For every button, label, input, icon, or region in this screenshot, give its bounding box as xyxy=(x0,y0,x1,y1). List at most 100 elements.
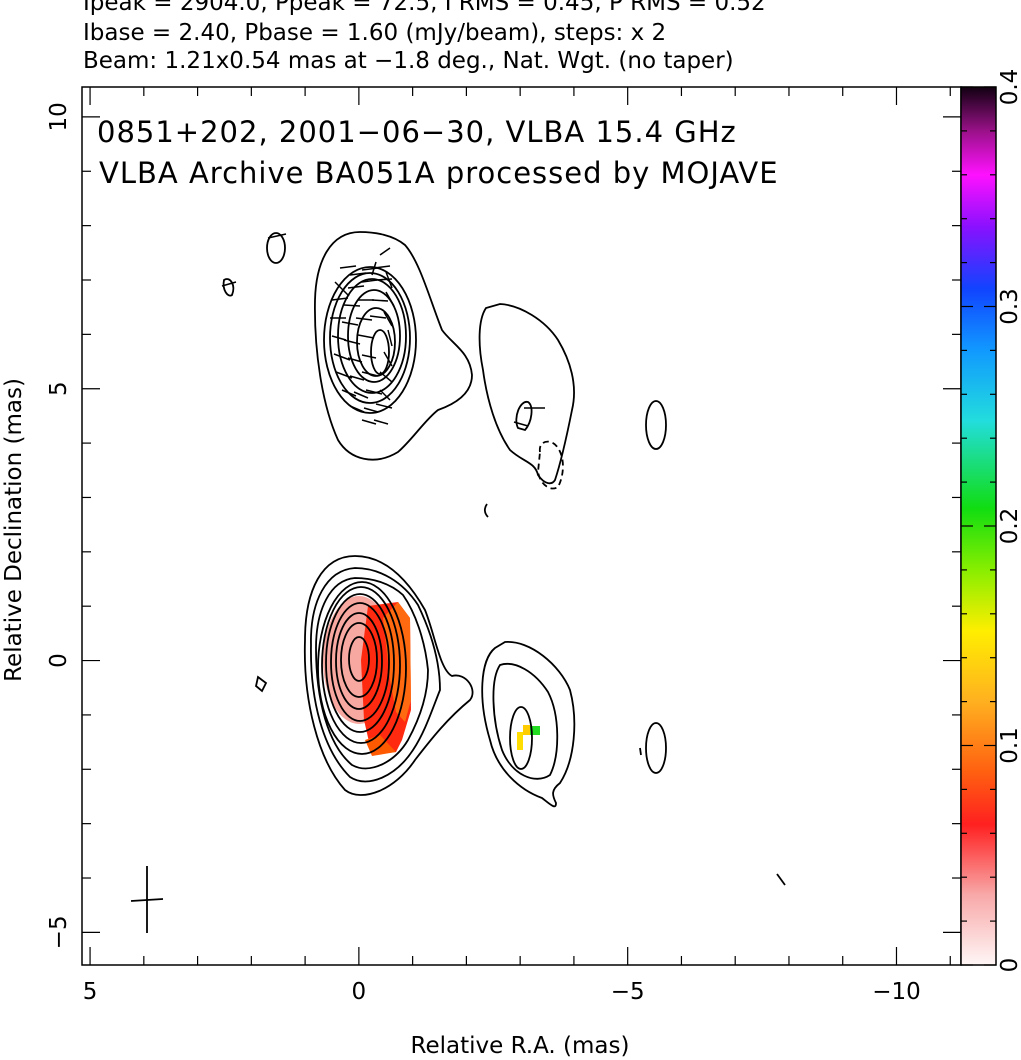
colorbar-tick-label: 0.3 xyxy=(997,288,1021,325)
pol-contour xyxy=(347,289,401,383)
evpa-vector xyxy=(349,375,365,381)
evpa-vector xyxy=(365,389,383,395)
evpa-vector xyxy=(353,391,369,399)
blob-contour xyxy=(645,722,667,774)
evpa-vector xyxy=(333,353,351,361)
jet-contour-outer xyxy=(481,641,576,808)
pol-contour xyxy=(323,266,417,414)
core-contour xyxy=(317,581,407,755)
evpa-vector xyxy=(371,299,389,302)
pol-noise-contour xyxy=(266,232,286,264)
evpa-vector xyxy=(347,285,365,289)
evpa-vector xyxy=(267,233,287,239)
pol-contour-outer xyxy=(314,231,473,461)
evpa-vector xyxy=(334,281,350,297)
evpa-vector xyxy=(349,405,365,413)
jet-contour-inner xyxy=(509,706,533,770)
core-contour xyxy=(340,622,378,698)
jet-pol-fill-orange xyxy=(523,725,530,735)
intensity-contours xyxy=(255,555,786,886)
evpa-vector xyxy=(341,389,357,397)
core-contour xyxy=(348,636,370,682)
evpa-vector xyxy=(385,271,393,289)
axis-tick-labels: 5 0 −5 −10 −5 0 5 10 xyxy=(46,102,921,1005)
evpa-vector xyxy=(383,351,393,367)
pol-jet-contour xyxy=(478,303,575,485)
evpa-vector xyxy=(361,279,378,283)
evpa-vector xyxy=(343,339,361,345)
evpa-vector xyxy=(361,354,377,359)
core-contour xyxy=(335,612,383,710)
evpa-vector xyxy=(375,403,393,409)
core-contour xyxy=(315,577,429,770)
evpa-vector xyxy=(343,304,361,307)
y-tick-label: −5 xyxy=(46,915,72,949)
colorbar-tick-labels: 0 0.1 0.2 0.3 0.4 xyxy=(997,69,1021,973)
core-contour xyxy=(321,586,401,744)
noise-contour xyxy=(639,747,642,756)
polarization-contours xyxy=(222,231,667,518)
evpa-vector xyxy=(339,265,357,269)
evpa-vector xyxy=(379,247,391,256)
evpa-vector xyxy=(349,272,367,276)
evpa-vector xyxy=(373,419,389,425)
evpa-vector xyxy=(387,329,393,347)
evpa-vector xyxy=(363,407,379,413)
evpa-vector xyxy=(371,261,377,276)
core-contour-outer xyxy=(303,555,474,796)
evpa-vector xyxy=(355,317,373,321)
header-line-3: Beam: 1.21x0.54 mas at −1.8 deg., Nat. W… xyxy=(83,48,734,74)
core-contour xyxy=(310,567,441,783)
pol-noise-contour xyxy=(222,278,235,297)
evpa-vector xyxy=(335,371,353,379)
evpa-vector xyxy=(341,321,359,326)
jet-pol-fill-green xyxy=(530,726,540,735)
axis-ticks xyxy=(82,87,961,965)
evpa-vector xyxy=(221,281,237,287)
evpa-vector xyxy=(385,291,395,307)
evpa-vectors xyxy=(221,233,545,427)
evpa-vector xyxy=(331,335,347,341)
evpa-vector xyxy=(347,357,363,363)
noise-contour xyxy=(255,675,268,693)
y-tick-label: 0 xyxy=(46,653,72,668)
jet-pol-fill-yellow xyxy=(517,732,523,750)
y-tick-label: 10 xyxy=(46,102,72,131)
evpa-vector xyxy=(373,265,391,269)
evpa-vector xyxy=(331,297,349,301)
evpa-vector xyxy=(379,371,393,383)
core-contour xyxy=(325,593,395,733)
y-tick-label: 5 xyxy=(46,381,72,396)
x-axis-label: Relative R.A. (mas) xyxy=(411,1033,630,1059)
chart-title: 0851+202, 2001−06−30, VLBA 15.4 GHz xyxy=(97,115,737,149)
y-axis-label: Relative Declination (mas) xyxy=(1,378,27,682)
colorbar-tick-label: 0 xyxy=(997,958,1021,973)
colorbar-ticks xyxy=(961,86,996,966)
pol-contour xyxy=(329,272,411,404)
evpa-vector xyxy=(361,419,377,425)
pol-contour xyxy=(337,278,407,394)
evpa-vector xyxy=(513,421,529,427)
plot-frame xyxy=(81,86,962,966)
evpa-vector xyxy=(383,311,393,327)
pol-neg-contour xyxy=(537,440,564,490)
beam-marker xyxy=(130,866,164,933)
noise-contour xyxy=(776,873,786,886)
evpa-vector xyxy=(361,371,379,377)
x-tick-label: 5 xyxy=(83,979,98,1005)
jet-contour xyxy=(492,663,559,780)
evpa-vector xyxy=(357,334,375,339)
evpa-vector xyxy=(379,389,391,401)
chart-subtitle: VLBA Archive BA051A processed by MOJAVE xyxy=(99,156,779,190)
x-tick-label: −10 xyxy=(872,979,921,1005)
pol-jet-contour xyxy=(515,401,533,432)
pol-blob-contour xyxy=(645,400,667,450)
evpa-vector xyxy=(369,315,387,319)
colorbar-tick-label: 0.4 xyxy=(997,69,1021,106)
colorbar-tick-label: 0.1 xyxy=(997,727,1021,764)
pol-noise-contour xyxy=(483,503,489,518)
pol-contour-inner xyxy=(370,329,390,375)
header-line-2: Ibase = 2.40, Pbase = 1.60 (mJy/beam), s… xyxy=(83,20,667,46)
x-tick-label: −5 xyxy=(611,979,645,1005)
